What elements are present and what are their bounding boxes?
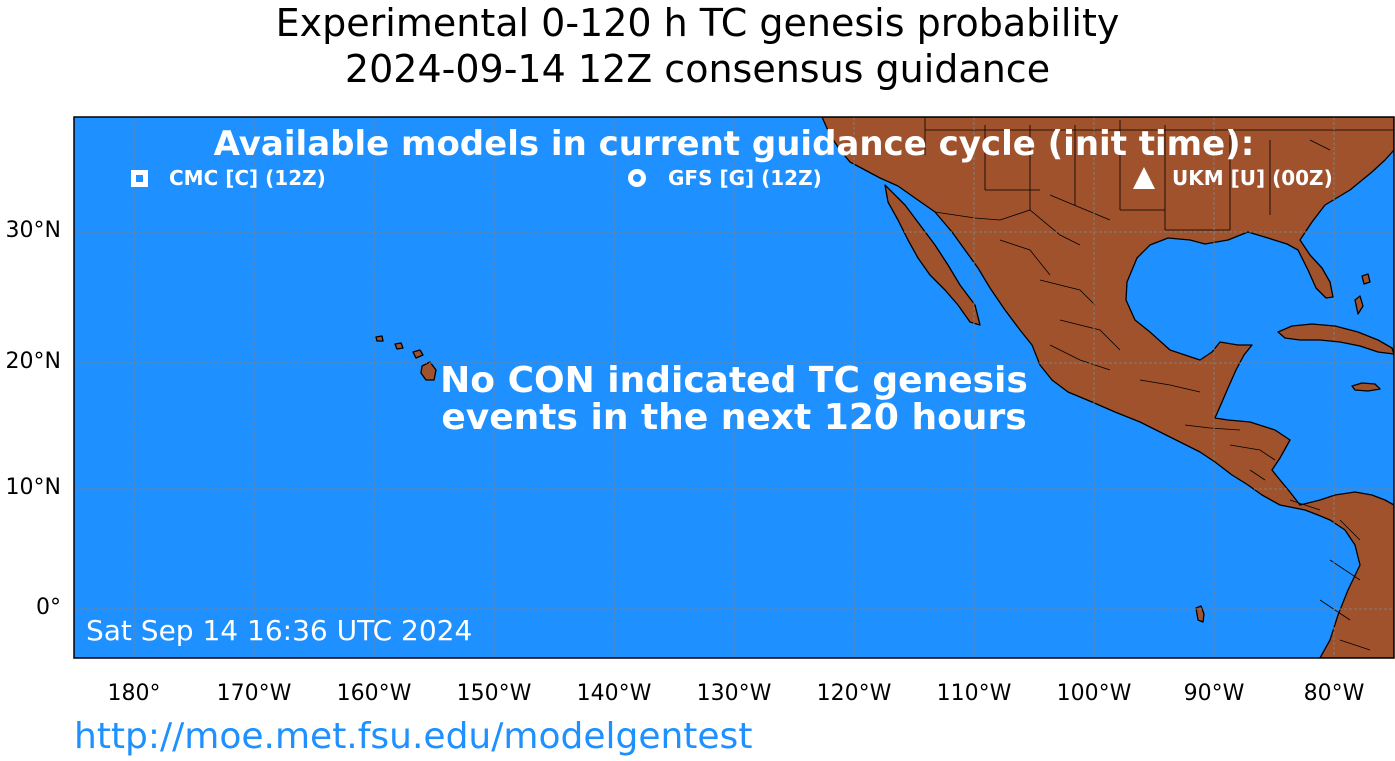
latitude-tick-label: 10°N — [5, 475, 61, 500]
baja-california-land — [884, 184, 981, 326]
map-frame — [73, 116, 1395, 659]
hawaii-kauai — [375, 335, 384, 342]
bahamas-land — [1354, 273, 1371, 315]
model-label-ukm: UKM [U] (00Z) — [1172, 166, 1333, 190]
map-title: Experimental 0-120 h TC genesis probabil… — [0, 0, 1395, 92]
latitude-tick-label: 20°N — [5, 349, 61, 374]
model-label-gfs: GFS [G] (12Z) — [668, 166, 822, 190]
longitude-tick-label: 140°W — [576, 681, 652, 706]
cuba-land — [1277, 323, 1394, 355]
hawaii-maui — [412, 349, 424, 359]
ukm-triangle-icon — [1133, 167, 1155, 189]
longitude-tick-label: 100°W — [1056, 681, 1132, 706]
longitude-tick-label: 130°W — [696, 681, 772, 706]
longitude-tick-label: 110°W — [936, 681, 1012, 706]
hawaii-oahu — [394, 342, 404, 350]
land-layer — [375, 117, 1394, 658]
no-genesis-message: No CON indicated TC genesis events in th… — [0, 362, 1395, 436]
longitude-tick-label: 80°W — [1303, 681, 1365, 706]
jamaica-land — [1351, 382, 1381, 392]
north-america-land — [821, 117, 1394, 658]
longitude-tick-label: 150°W — [456, 681, 532, 706]
timestamp: Sat Sep 14 16:36 UTC 2024 — [86, 614, 473, 647]
longitude-tick-label: 180° — [107, 681, 161, 706]
title-line-2: 2024-09-14 12Z consensus guidance — [344, 47, 1051, 91]
clipperton-island — [1195, 605, 1205, 623]
border-lines — [924, 117, 1394, 651]
source-url-link[interactable]: http://moe.met.fsu.edu/modelgentest — [74, 716, 753, 757]
latitude-tick-label: 0° — [36, 595, 61, 620]
title-line-1: Experimental 0-120 h TC genesis probabil… — [275, 1, 1120, 45]
message-line-1: No CON indicated TC genesis — [440, 360, 1028, 401]
longitude-tick-label: 120°W — [816, 681, 892, 706]
models-heading: Available models in current guidance cyc… — [213, 124, 1255, 164]
hawaii-big-island — [420, 361, 437, 381]
longitude-tick-label: 170°W — [216, 681, 292, 706]
model-label-cmc: CMC [C] (12Z) — [169, 166, 326, 190]
longitude-tick-label: 90°W — [1183, 681, 1245, 706]
graticule — [74, 117, 1394, 658]
message-line-2: events in the next 120 hours — [441, 397, 1027, 438]
latitude-tick-label: 30°N — [5, 218, 61, 243]
longitude-tick-label: 160°W — [336, 681, 412, 706]
